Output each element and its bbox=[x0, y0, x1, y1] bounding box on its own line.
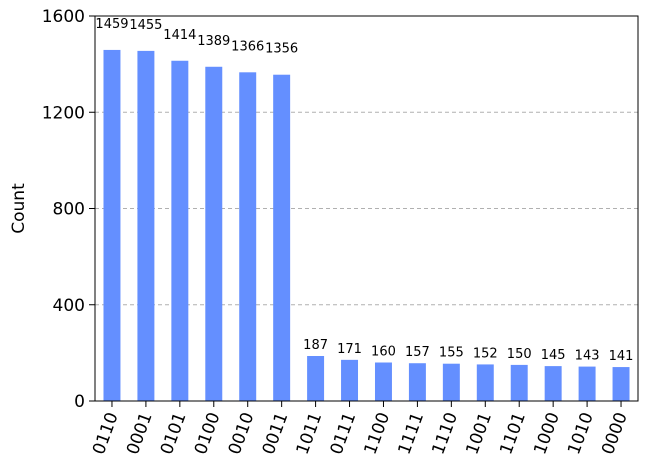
bar-1011 bbox=[307, 356, 325, 401]
x-tick-label-0010: 0010 bbox=[225, 410, 259, 457]
data-label-0010: 1366 bbox=[231, 39, 264, 54]
data-label-1101: 150 bbox=[507, 347, 532, 362]
x-axis-ticks: 0110 0001 0101 0100 0010 0011 1011 0111 1100 1111… bbox=[89, 401, 632, 457]
x-tick-label-0100: 0100 bbox=[191, 410, 225, 457]
data-label-0111: 171 bbox=[337, 342, 362, 357]
bar-1101 bbox=[510, 364, 528, 401]
data-label-1100: 160 bbox=[371, 345, 396, 360]
x-tick-label-1101: 1101 bbox=[496, 410, 530, 457]
data-label-1010: 143 bbox=[575, 349, 600, 364]
x-tick-label-0011: 0011 bbox=[259, 410, 293, 457]
data-label-1111: 157 bbox=[405, 345, 430, 360]
x-tick-label-1111: 1111 bbox=[395, 410, 429, 457]
bar-1001 bbox=[476, 364, 494, 401]
bar-1111 bbox=[408, 363, 426, 401]
bar-0010 bbox=[239, 72, 257, 402]
bar-1110 bbox=[442, 363, 460, 401]
bar-0001 bbox=[137, 50, 155, 401]
bar-0000 bbox=[612, 367, 630, 401]
y-tick-label: 1200 bbox=[42, 103, 85, 123]
x-tick-label-0101: 0101 bbox=[157, 410, 191, 457]
bar-0100 bbox=[205, 66, 223, 401]
data-label-0110: 1459 bbox=[95, 17, 128, 32]
data-label-0001: 1455 bbox=[129, 18, 162, 33]
data-label-1110: 155 bbox=[439, 346, 464, 361]
bar-0011 bbox=[273, 74, 291, 402]
data-label-0000: 141 bbox=[609, 349, 634, 364]
bar-1100 bbox=[374, 362, 392, 401]
x-tick-label-0001: 0001 bbox=[123, 410, 157, 457]
x-tick-label-1001: 1001 bbox=[462, 410, 496, 457]
x-tick-label-0110: 0110 bbox=[89, 410, 123, 457]
x-tick-label-1011: 1011 bbox=[293, 410, 327, 457]
x-tick-label-0111: 0111 bbox=[327, 410, 361, 457]
data-label-0101: 1414 bbox=[163, 28, 196, 43]
y-tick-label: 0 bbox=[74, 392, 85, 412]
bar-0111 bbox=[341, 359, 359, 401]
y-tick-label: 800 bbox=[53, 200, 85, 220]
bars bbox=[103, 49, 630, 402]
bar-0110 bbox=[103, 49, 121, 401]
data-label-1000: 145 bbox=[541, 348, 566, 363]
y-axis-title: Count bbox=[9, 183, 29, 234]
x-tick-label-0000: 0000 bbox=[598, 410, 632, 457]
x-tick-label-1100: 1100 bbox=[361, 410, 395, 457]
data-label-0100: 1389 bbox=[197, 34, 230, 49]
y-tick-label: 400 bbox=[53, 296, 85, 316]
y-tick-label: 1600 bbox=[42, 7, 85, 27]
x-tick-label-1110: 1110 bbox=[428, 410, 462, 457]
bar-1000 bbox=[544, 366, 562, 401]
bar-0101 bbox=[171, 60, 189, 401]
x-tick-label-1000: 1000 bbox=[530, 410, 564, 457]
x-tick-label-1010: 1010 bbox=[564, 410, 598, 457]
data-label-1011: 187 bbox=[303, 338, 328, 353]
bar-1010 bbox=[578, 366, 596, 401]
y-axis-ticks: 0 400 800 1200 1600 bbox=[42, 7, 95, 412]
data-label-0011: 1356 bbox=[265, 42, 298, 57]
data-label-1001: 152 bbox=[473, 346, 498, 361]
